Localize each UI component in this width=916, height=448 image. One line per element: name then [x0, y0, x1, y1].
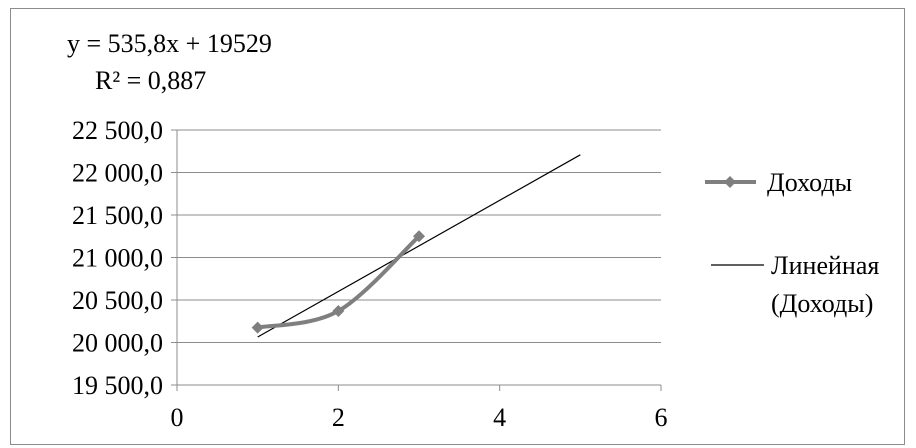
y-tick-labels: 19 500,0 20 000,0 20 500,0 21 000,0 21 500,0…	[72, 116, 163, 400]
y-tick-label: 20 500,0	[72, 286, 163, 315]
y-tick-label: 21 000,0	[72, 244, 163, 273]
chart-frame: 19 500,0 20 000,0 20 500,0 21 000,0 21 500,0…	[10, 8, 905, 445]
x-tick-label: 6	[655, 403, 668, 432]
y-tick-label: 22 500,0	[72, 116, 163, 145]
series-dohody	[251, 230, 425, 334]
data-point-marker	[413, 230, 425, 243]
x-tick-labels: 0 2 4 6	[171, 403, 668, 432]
legend-label-dohody: Доходы	[767, 168, 852, 197]
axes	[171, 129, 662, 391]
x-tick-label: 0	[171, 403, 184, 432]
data-point-marker	[251, 321, 264, 334]
gridlines	[177, 129, 661, 343]
x-tick-label: 4	[493, 403, 506, 432]
y-tick-label: 19 500,0	[72, 371, 163, 400]
legend-key-dohody-marker	[724, 176, 736, 188]
line-chart: 19 500,0 20 000,0 20 500,0 21 000,0 21 500,0…	[67, 29, 879, 432]
trendline	[257, 154, 581, 338]
legend: Доходы Линейная (Доходы)	[705, 168, 879, 318]
y-tick-label: 20 000,0	[72, 329, 163, 358]
trendline-r-squared: R² = 0,887	[95, 66, 206, 95]
legend-label-trendline-1: Линейная	[771, 251, 879, 280]
data-point-marker	[332, 305, 345, 318]
x-tick-label: 2	[332, 403, 345, 432]
y-tick-label: 22 000,0	[72, 159, 163, 188]
y-tick-label: 21 500,0	[72, 201, 163, 230]
trendline-line	[257, 154, 581, 338]
trendline-equation: y = 535,8x + 19529	[67, 29, 272, 58]
legend-label-trendline-2: (Доходы)	[771, 289, 873, 318]
